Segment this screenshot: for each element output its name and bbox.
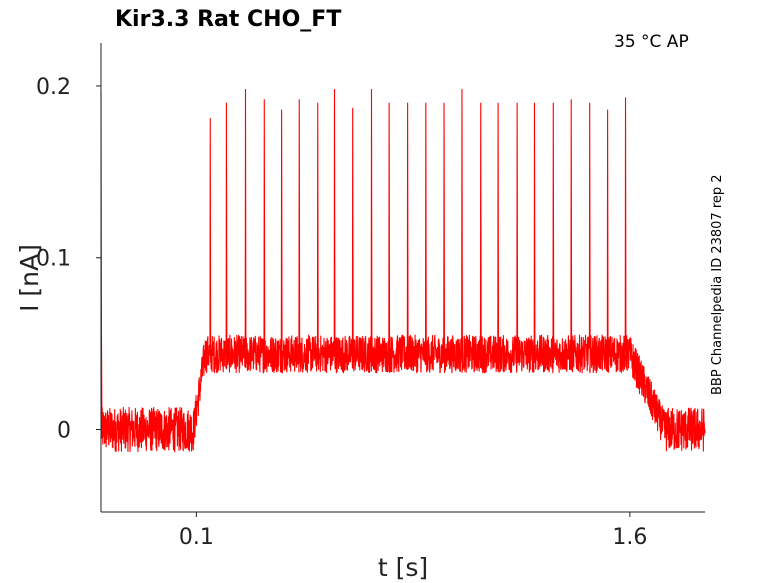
- y-tick-label: 0.2: [36, 75, 71, 100]
- y-axis-label: I [nA]: [15, 244, 44, 312]
- y-tick-label: 0.1: [36, 247, 71, 272]
- y-ticks: 0 0.1 0.2: [36, 75, 101, 444]
- current-trace: [100, 88, 706, 453]
- plot-area: [100, 88, 706, 453]
- x-tick-label: 0.1: [179, 525, 214, 550]
- x-axis-label: t [s]: [378, 553, 428, 582]
- condition-annotation: 35 °C AP: [614, 32, 689, 52]
- channelpedia-id-note: BBP Channelpedia ID 23807 rep 2: [710, 174, 725, 395]
- x-tick-label: 1.6: [612, 525, 647, 550]
- x-ticks: 0.1 1.6: [179, 512, 647, 550]
- chart-title: Kir3.3 Rat CHO_FT: [115, 7, 341, 32]
- y-tick-label: 0: [57, 419, 71, 444]
